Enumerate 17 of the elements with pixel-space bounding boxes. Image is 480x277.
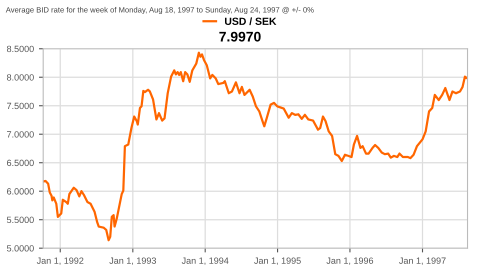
legend-label: USD / SEK — [224, 17, 276, 26]
y-tick-label: 8.5000 — [6, 46, 34, 52]
line-series — [43, 52, 468, 242]
y-tick-label: 7.0000 — [7, 131, 34, 138]
y-tick-label: 5.0000 — [6, 245, 34, 252]
x-tick-label: Jan 1, 1995 — [254, 257, 301, 265]
x-tick-label: Jan 1, 1993 — [109, 257, 156, 265]
x-tick-label: Jan 1, 1996 — [326, 257, 374, 265]
y-tick-label: 5.5000 — [6, 216, 34, 224]
chart-subtitle: 7.9970 — [219, 32, 261, 42]
y-tick-label: 6.0000 — [7, 188, 34, 195]
x-tick-label: Jan 1, 1997 — [399, 257, 446, 265]
x-tick-label: Jan 1, 1992 — [36, 257, 84, 265]
y-tick-label: 7.5000 — [7, 102, 34, 110]
y-tick-label: 6.5000 — [7, 160, 34, 166]
y-tick-label: 8.0000 — [6, 74, 34, 81]
x-tick-label: Jan 1, 1994 — [182, 257, 229, 265]
